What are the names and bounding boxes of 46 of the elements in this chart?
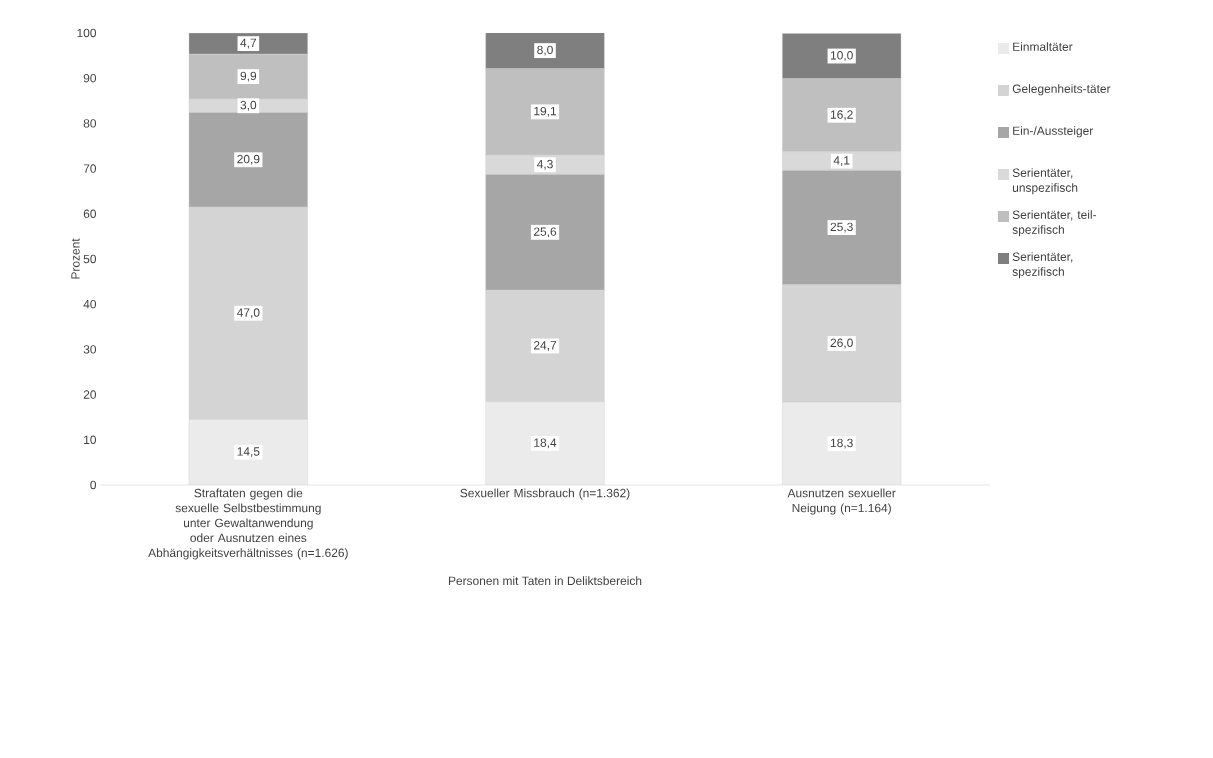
data-label: 47,0 bbox=[236, 308, 260, 319]
bar bbox=[782, 33, 902, 79]
data-label: 4,3 bbox=[536, 159, 553, 170]
y-tick-label: 80 bbox=[83, 119, 97, 128]
x-axis-title: Personen mit Taten in Deliktsbereich bbox=[448, 576, 642, 586]
x-tick-label: Sexueller Missbrauch (n=1.362) bbox=[460, 488, 630, 500]
data-label: 25,3 bbox=[830, 222, 853, 233]
x-tick-label: Ausnutzen sexueller Neigung (n=1.164) bbox=[787, 488, 896, 515]
legend-label: Serientäter, spezifisch bbox=[1012, 252, 1073, 279]
data-label: 16,2 bbox=[830, 110, 853, 121]
y-tick-label: 100 bbox=[77, 28, 97, 38]
legend-label: Gelegenheits-täter bbox=[1012, 84, 1111, 96]
bar bbox=[782, 402, 902, 485]
y-tick-label: 20 bbox=[83, 390, 97, 399]
data-label: 26,0 bbox=[830, 338, 853, 349]
bar bbox=[485, 401, 605, 485]
y-axis-title: Prozent bbox=[71, 238, 80, 279]
legend-label: Einmaltäter bbox=[1013, 42, 1073, 51]
data-label: 19,1 bbox=[534, 106, 557, 117]
data-label: 4,7 bbox=[240, 38, 257, 49]
y-tick-label: 30 bbox=[83, 345, 97, 354]
y-tick-label: 40 bbox=[83, 299, 97, 309]
x-tick-label: Straftaten gegen die sexuelle Selbstbestimmung unter Gewaltanwendung oder Ausnutzen eines Abhängigkeitsverhältnisses (n=1.626) bbox=[148, 488, 348, 560]
data-label: 24,7 bbox=[533, 341, 557, 351]
y-tick-label: 10 bbox=[84, 435, 97, 445]
data-label: 4,1 bbox=[833, 156, 850, 166]
legend-label: Serientäter, teil-spezifisch bbox=[1012, 210, 1097, 237]
data-label: 3,0 bbox=[240, 100, 257, 111]
legend-label: Ein-/Aussteiger bbox=[1013, 126, 1094, 138]
data-label: 25,6 bbox=[533, 227, 557, 238]
y-tick-label: 70 bbox=[83, 164, 97, 173]
y-tick-label: 90 bbox=[83, 73, 97, 83]
y-tick-label: 0 bbox=[90, 480, 97, 490]
legend-label: Serientäter, unspezifisch bbox=[1012, 168, 1078, 195]
data-label: 18,4 bbox=[534, 438, 557, 449]
data-label: 10,0 bbox=[830, 51, 853, 61]
data-label: 18,3 bbox=[830, 438, 853, 449]
bar bbox=[485, 32, 605, 69]
data-label: 14,5 bbox=[237, 447, 260, 458]
data-label: 8,0 bbox=[537, 45, 553, 56]
data-label: 20,9 bbox=[237, 154, 260, 165]
y-tick-label: 60 bbox=[83, 209, 97, 219]
bar bbox=[188, 32, 308, 55]
y-tick-label: 50 bbox=[83, 254, 97, 264]
data-label: 9,9 bbox=[240, 71, 257, 82]
bar bbox=[188, 419, 308, 485]
